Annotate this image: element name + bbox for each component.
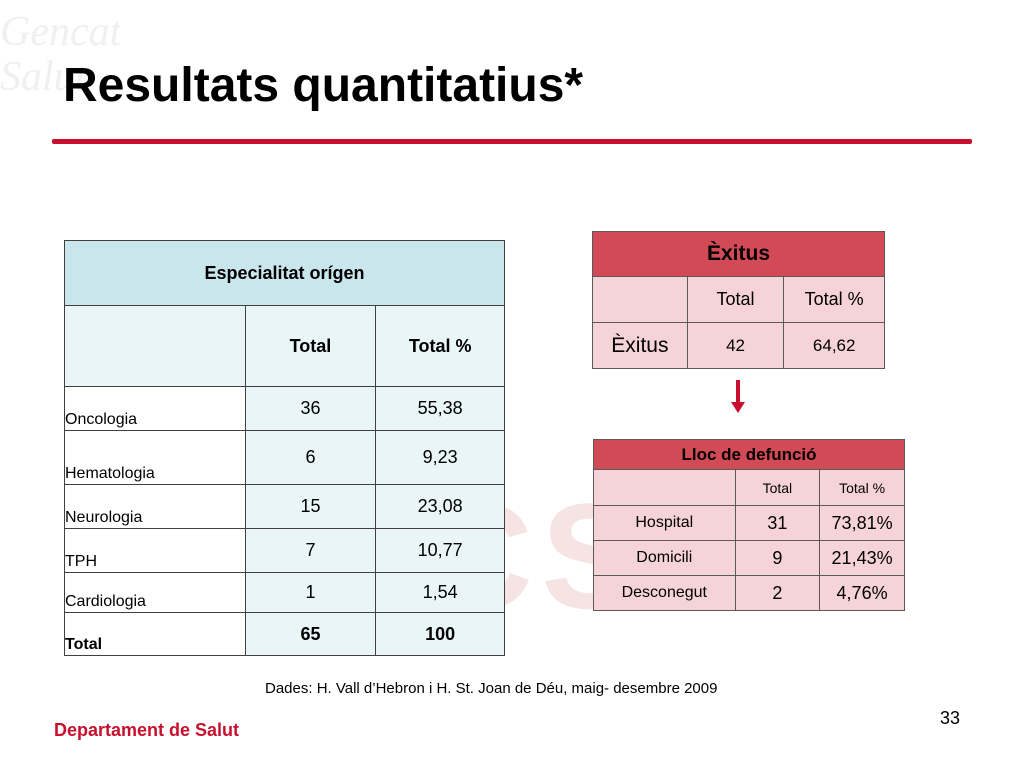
column-header-total: Total (244, 305, 377, 387)
row-pct: 23,08 (375, 484, 505, 529)
exitus-table: Èxitus Total Total % Èxitus 42 64,62 (592, 231, 885, 369)
row-pct: 21,43% (819, 540, 905, 576)
column-header-total-pct: Total % (783, 276, 885, 323)
table-row: Oncologia 36 55,38 (64, 386, 505, 431)
row-total: 15 (244, 484, 377, 529)
table-header-row: Especialitat orígen (64, 240, 505, 306)
row-label: TPH (64, 528, 246, 573)
row-total: 6 (244, 430, 377, 485)
especialitat-origen-table: Especialitat orígen Total Total % Oncolo… (64, 240, 505, 656)
table-header-row: Lloc de defunció (593, 439, 905, 470)
row-total: 42 (686, 322, 785, 369)
row-pct: 73,81% (819, 505, 905, 541)
row-pct: 10,77 (375, 528, 505, 573)
column-header-row: Total Total % (593, 469, 905, 506)
lloc-defuncio-table: Lloc de defunció Total Total % Hospital … (593, 439, 905, 611)
slide-title: Resultats quantitatius* (63, 59, 584, 112)
column-header-total-pct: Total % (375, 305, 505, 387)
table-row: Domicili 9 21,43% (593, 540, 905, 576)
row-total: 36 (244, 386, 377, 431)
total-label: Total (64, 612, 246, 656)
column-header-total: Total (734, 469, 821, 506)
row-pct: 55,38 (375, 386, 505, 431)
table-row: Desconegut 2 4,76% (593, 575, 905, 611)
row-pct: 1,54 (375, 572, 505, 613)
row-total: 9 (734, 540, 821, 576)
page-number: 33 (940, 708, 961, 728)
row-total: 2 (734, 575, 821, 611)
row-label: Neurologia (64, 484, 246, 529)
row-pct: 64,62 (783, 322, 885, 369)
column-header-total: Total (686, 276, 785, 323)
row-label: Oncologia (64, 386, 246, 431)
table-row: Cardiologia 1 1,54 (64, 572, 505, 613)
column-header-total-pct: Total % (819, 469, 905, 506)
table-total-row: Total 65 100 (64, 612, 505, 656)
table-header-row: Èxitus (592, 231, 885, 277)
down-arrow-icon (731, 380, 745, 413)
table-title: Especialitat orígen (64, 240, 505, 306)
row-pct: 9,23 (375, 430, 505, 485)
row-label: Cardiologia (64, 572, 246, 613)
table-row: TPH 7 10,77 (64, 528, 505, 573)
table-row: Èxitus 42 64,62 (592, 322, 885, 369)
table-title: Lloc de defunció (593, 439, 905, 470)
table-row: Neurologia 15 23,08 (64, 484, 505, 529)
row-label: Èxitus (592, 322, 688, 369)
column-header-row: Total Total % (64, 305, 505, 387)
table-title: Èxitus (592, 231, 885, 277)
row-total: 31 (734, 505, 821, 541)
source-note: Dades: H. Vall d’Hebron i H. St. Joan de… (265, 680, 718, 697)
title-underline (52, 139, 972, 144)
row-pct: 4,76% (819, 575, 905, 611)
row-label: Hematologia (64, 430, 246, 485)
total-value: 65 (244, 612, 377, 656)
row-total: 7 (244, 528, 377, 573)
row-label: Domicili (593, 540, 736, 576)
table-row: Hematologia 6 9,23 (64, 430, 505, 485)
column-header-empty (592, 276, 688, 323)
row-label: Desconegut (593, 575, 736, 611)
footer-department: Departament de Salut (54, 720, 240, 740)
table-row: Hospital 31 73,81% (593, 505, 905, 541)
column-header-empty (64, 305, 246, 387)
column-header-empty (593, 469, 736, 506)
total-pct: 100 (375, 612, 505, 656)
row-label: Hospital (593, 505, 736, 541)
column-header-row: Total Total % (592, 276, 885, 323)
row-total: 1 (244, 572, 377, 613)
